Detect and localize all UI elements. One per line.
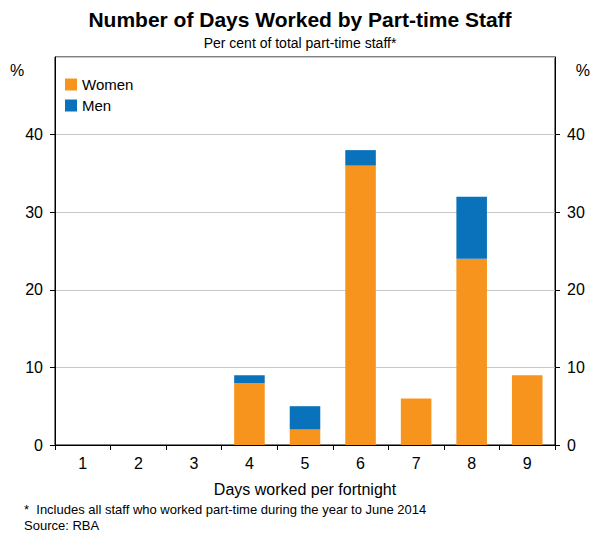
svg-text:9: 9 bbox=[523, 455, 532, 472]
svg-text:7: 7 bbox=[412, 455, 421, 472]
svg-text:Number of Days Worked by Part-: Number of Days Worked by Part-time Staff bbox=[88, 8, 512, 31]
svg-text:%: % bbox=[10, 62, 24, 79]
svg-text:0: 0 bbox=[34, 437, 43, 454]
svg-text:40: 40 bbox=[25, 126, 43, 143]
svg-text:20: 20 bbox=[25, 281, 43, 298]
svg-text:0: 0 bbox=[567, 437, 576, 454]
svg-text:8: 8 bbox=[467, 455, 476, 472]
svg-text:5: 5 bbox=[301, 455, 310, 472]
svg-text:Men: Men bbox=[82, 97, 111, 114]
svg-text:10: 10 bbox=[567, 359, 585, 376]
svg-text:30: 30 bbox=[25, 204, 43, 221]
svg-text:6: 6 bbox=[356, 455, 365, 472]
svg-text:40: 40 bbox=[567, 126, 585, 143]
svg-text:4: 4 bbox=[245, 455, 254, 472]
svg-text:Days worked per fortnight: Days worked per fortnight bbox=[214, 481, 397, 498]
svg-text:10: 10 bbox=[25, 359, 43, 376]
svg-text:20: 20 bbox=[567, 281, 585, 298]
svg-text:Women: Women bbox=[82, 76, 133, 93]
svg-text:Per cent of total part-time st: Per cent of total part-time staff* bbox=[204, 35, 397, 51]
svg-text:2: 2 bbox=[134, 455, 143, 472]
svg-text:1: 1 bbox=[78, 455, 87, 472]
svg-text:30: 30 bbox=[567, 204, 585, 221]
svg-text:%: % bbox=[576, 62, 590, 79]
svg-text:Source: RBA: Source: RBA bbox=[24, 518, 99, 533]
svg-text:3: 3 bbox=[189, 455, 198, 472]
svg-text:* Includes all staff who work: * Includes all staff who worked part-tim… bbox=[24, 502, 426, 517]
